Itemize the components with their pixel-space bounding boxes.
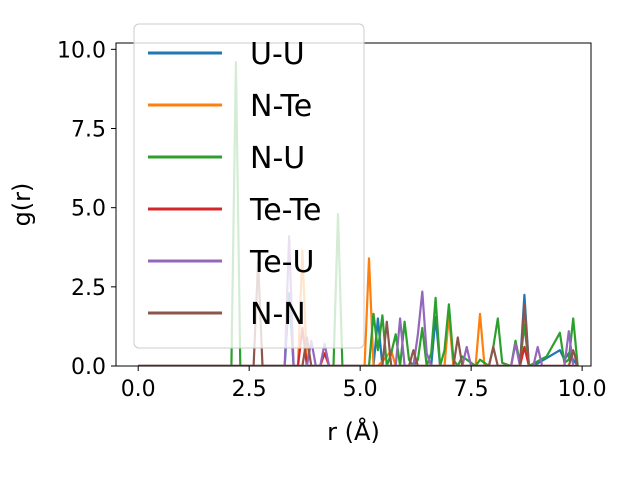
legend-label: Te-Te	[249, 193, 321, 228]
legend-box	[133, 23, 365, 349]
series-line-n-te	[138, 249, 578, 366]
y-ticks: 0.0 2.5 5.0 7.5 10.0	[57, 38, 116, 380]
legend-label: Te-U	[249, 245, 314, 280]
legend: U-U N-Te N-U Te-Te Te-U N-N	[133, 23, 365, 349]
legend-label: N-Te	[250, 89, 312, 124]
x-axis-label: r (Å)	[327, 417, 380, 446]
y-axis-label: g(r)	[8, 183, 36, 227]
x-ticks: 0.0 2.5 5.0 7.5 10.0	[121, 366, 607, 402]
x-tick-label: 10.0	[558, 377, 607, 402]
y-tick-label: 7.5	[71, 118, 106, 143]
legend-label: U-U	[250, 37, 305, 72]
y-tick-label: 0.0	[71, 355, 106, 380]
x-tick-label: 5.0	[343, 377, 378, 402]
y-tick-label: 10.0	[57, 38, 106, 63]
y-tick-label: 2.5	[71, 276, 106, 301]
y-tick-label: 5.0	[71, 197, 106, 222]
x-tick-label: 2.5	[232, 377, 267, 402]
series-line-u-u	[138, 292, 579, 366]
x-tick-label: 0.0	[121, 377, 156, 402]
legend-label: N-U	[250, 141, 305, 176]
x-tick-label: 7.5	[454, 377, 489, 402]
series-line-n-n	[138, 260, 579, 366]
legend-label: N-N	[250, 297, 306, 332]
